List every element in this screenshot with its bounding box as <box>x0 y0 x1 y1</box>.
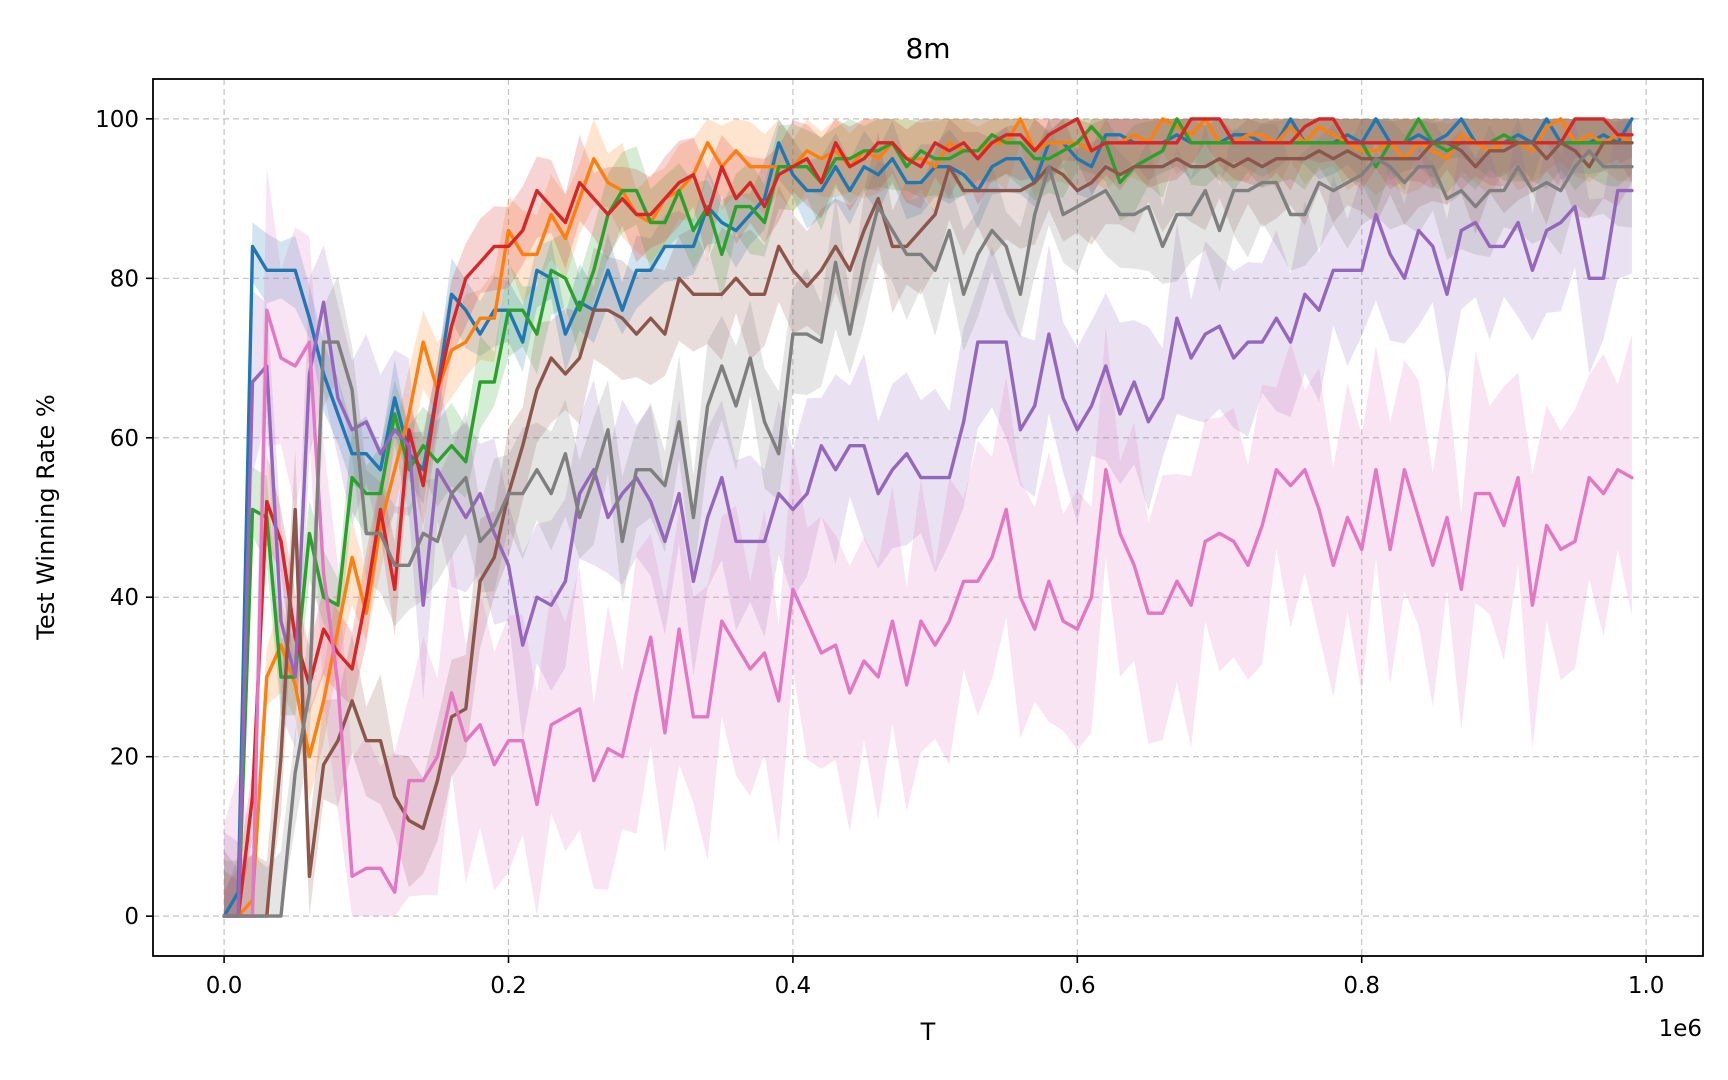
series-band-2 <box>224 118 1632 917</box>
series-line-3 <box>222 117 1634 918</box>
y-tick-label: 100 <box>95 107 139 133</box>
x-offset-label: 1e6 <box>1659 1016 1702 1042</box>
x-tick-label: 0.4 <box>775 973 812 999</box>
x-tick-label: 1.0 <box>1628 973 1665 999</box>
x-tick-label: 0.0 <box>206 973 243 999</box>
series-band-6 <box>224 167 1632 917</box>
series-band-7 <box>224 118 1632 917</box>
series-line-7 <box>222 149 1634 918</box>
plot-frame <box>152 78 1704 957</box>
series-band-5 <box>224 118 1632 917</box>
series-band-0 <box>224 118 1632 917</box>
x-axis-label: T <box>920 1018 936 1046</box>
series-line-4 <box>222 188 1634 918</box>
chart-title: 8m <box>905 32 950 65</box>
series-line-1 <box>222 117 1634 918</box>
x-tick-label: 0.2 <box>490 973 527 999</box>
x-tick-label: 0.6 <box>1059 973 1096 999</box>
y-axis-label: Test Winning Rate % <box>32 394 60 640</box>
y-tick-label: 60 <box>110 426 139 452</box>
y-tick-label: 20 <box>110 745 139 771</box>
line-layer <box>222 117 1634 918</box>
y-tick-label: 80 <box>110 266 139 292</box>
grid-layer <box>153 79 1703 956</box>
series-line-6 <box>222 308 1634 918</box>
y-tick-label: 40 <box>110 585 139 611</box>
series-band-4 <box>224 118 1632 917</box>
y-tick-label: 0 <box>124 904 139 930</box>
tick-layer: 0.0 0.2 0.4 0.6 0.8 1.0 0 20 40 60 80 100 <box>95 107 1664 999</box>
x-tick-label: 0.8 <box>1343 973 1380 999</box>
band-layer <box>224 118 1632 917</box>
